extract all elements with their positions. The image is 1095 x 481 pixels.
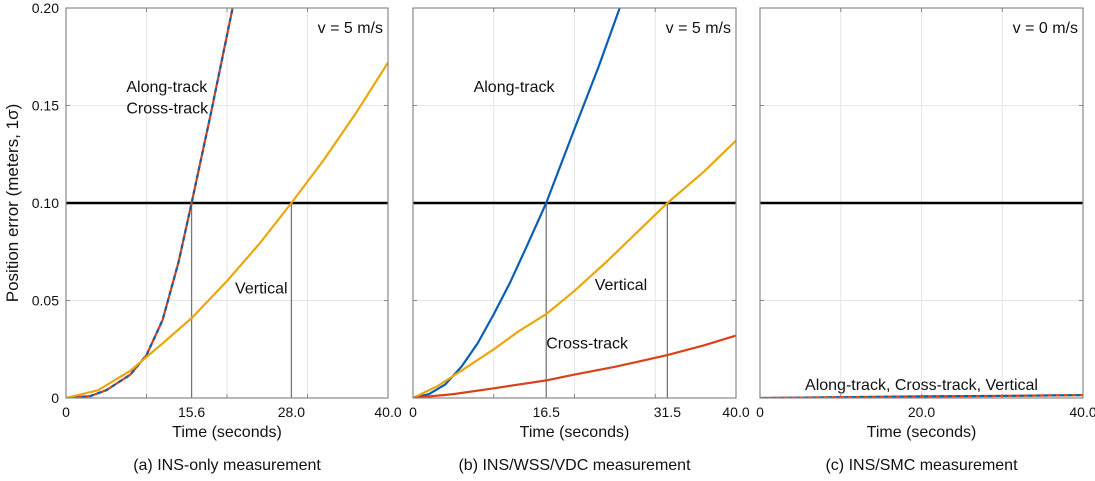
panel-c: 0 20.0 40.0 Time (seconds) (c) INS/SMC measu… <box>756 7 1095 474</box>
x-tick-label: 28.0 <box>278 404 305 420</box>
y-tick-label: 0.05 <box>32 293 59 309</box>
annotation-label: Vertical <box>235 281 287 298</box>
y-tick-label: 0.15 <box>32 98 59 114</box>
x-tick-label: 16.5 <box>533 404 560 420</box>
annotation-label: Cross-track <box>546 335 629 352</box>
y-axis-label: Position error (meters, 1σ) <box>3 104 22 303</box>
series-line-vertical <box>66 62 388 398</box>
x-tick-label: 40.0 <box>374 404 401 420</box>
series-line-along <box>66 8 234 398</box>
y-tick-label: 0.20 <box>32 0 59 16</box>
x-axis-label: Time (seconds) <box>867 424 977 441</box>
x-tick-label: 31.5 <box>654 404 681 420</box>
y-tick-label: 0 <box>51 390 59 406</box>
plot-frame <box>759 7 1084 399</box>
annotation-label: Along-track <box>474 79 556 96</box>
annotation-label: Along-track <box>126 79 208 96</box>
panel-a: 0 15.6 28.0 40.0 0 0.05 0.10 0.15 0.20 Time (seco… <box>32 0 402 474</box>
plot-frame <box>65 7 389 399</box>
annotation-label: Along-track, Cross-track, Vertical <box>805 377 1038 394</box>
annotation-label: Vertical <box>595 277 647 294</box>
speed-label: v = 5 m/s <box>318 20 383 37</box>
x-tick-label: 15.6 <box>178 404 205 420</box>
speed-label: v = 5 m/s <box>666 20 731 37</box>
series-line-cross <box>760 394 1083 398</box>
series-line-vertical <box>413 139 736 398</box>
panel-caption: (c) INS/SMC measurement <box>825 457 1018 474</box>
panel-caption: (a) INS-only measurement <box>133 457 321 474</box>
plot-frame <box>412 7 737 399</box>
panel-caption: (b) INS/WSS/VDC measurement <box>458 457 691 474</box>
panel-b: 0 16.5 31.5 40.0 Time (seconds) (b) INS/WSS/V… <box>409 7 750 474</box>
x-tick-label: 0 <box>409 404 417 420</box>
x-tick-label: 0 <box>756 404 764 420</box>
series-line-cross <box>413 334 736 398</box>
x-tick-label: 0 <box>62 404 70 420</box>
speed-label: v = 0 m/s <box>1013 20 1078 37</box>
x-axis-label: Time (seconds) <box>172 424 282 441</box>
annotation-label: Cross-track <box>126 100 209 117</box>
x-axis-label: Time (seconds) <box>520 424 630 441</box>
y-tick-label: 0.10 <box>32 195 59 211</box>
x-tick-label: 40.0 <box>722 404 749 420</box>
x-tick-label: 40.0 <box>1069 404 1095 420</box>
x-tick-label: 20.0 <box>908 404 935 420</box>
series-line-along <box>413 8 621 398</box>
